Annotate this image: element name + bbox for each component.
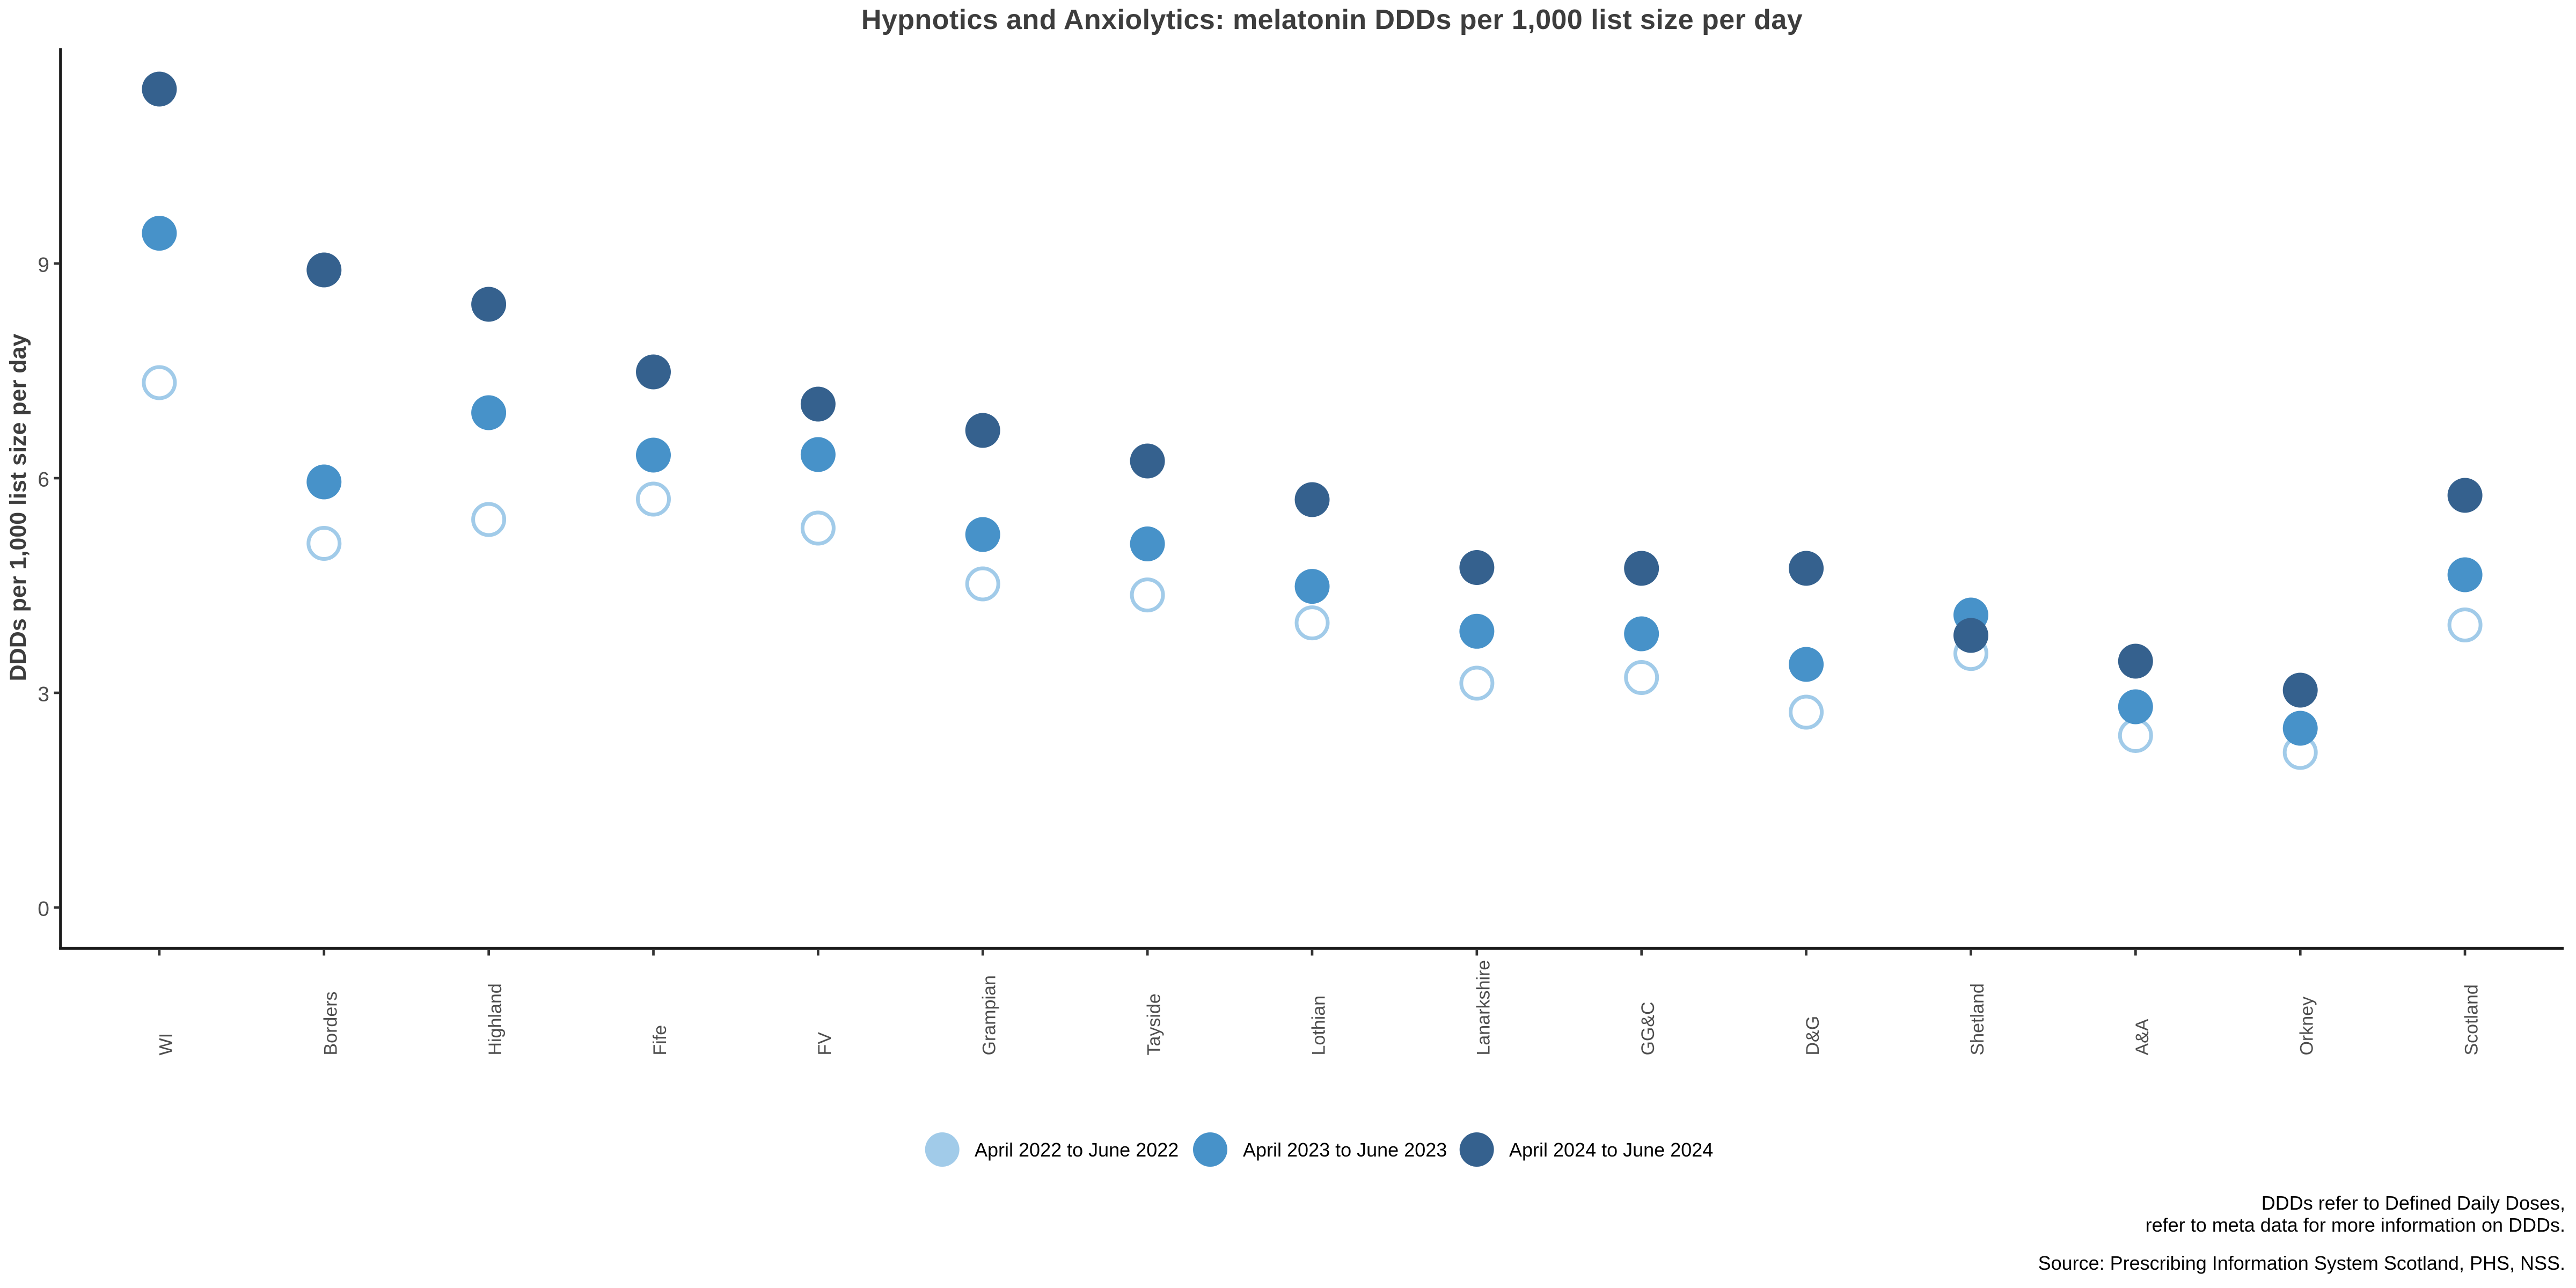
svg-text:A&A: A&A — [2132, 1019, 2153, 1055]
svg-text:Fife: Fife — [650, 1025, 670, 1056]
svg-text:6: 6 — [38, 469, 49, 492]
svg-text:Lothian: Lothian — [1309, 996, 1329, 1056]
svg-text:GG&C: GG&C — [1638, 1001, 1658, 1055]
svg-text:WI: WI — [156, 1033, 176, 1056]
svg-text:Tayside: Tayside — [1144, 993, 1165, 1055]
svg-text:Hypnotics and Anxiolytics: mel: Hypnotics and Anxiolytics: melatonin DDD… — [861, 4, 1803, 35]
svg-text:April 2023 to June 2023: April 2023 to June 2023 — [1243, 1139, 1447, 1161]
svg-text:Lanarkshire: Lanarkshire — [1473, 960, 1494, 1056]
svg-text:D&G: D&G — [1803, 1016, 1823, 1056]
svg-text:Grampian: Grampian — [979, 975, 1000, 1055]
svg-text:Orkney: Orkney — [2297, 997, 2317, 1056]
svg-text:Shetland: Shetland — [1967, 983, 1988, 1055]
svg-text:FV: FV — [815, 1032, 835, 1056]
svg-text:DDDs per 1,000 list size per d: DDDs per 1,000 list size per day — [5, 334, 31, 682]
svg-text:0: 0 — [38, 898, 49, 921]
svg-text:April 2022 to June 2022: April 2022 to June 2022 — [975, 1139, 1179, 1161]
svg-text:3: 3 — [38, 683, 49, 706]
svg-text:refer to meta data for more in: refer to meta data for more information … — [2146, 1214, 2565, 1236]
svg-text:DDDs refer to Defined Daily Do: DDDs refer to Defined Daily Doses, — [2262, 1192, 2565, 1214]
svg-text:Highland: Highland — [485, 983, 506, 1055]
svg-text:9: 9 — [38, 254, 49, 277]
svg-text:Scotland: Scotland — [2462, 984, 2482, 1055]
svg-text:Borders: Borders — [320, 991, 341, 1055]
svg-text:April 2024 to June 2024: April 2024 to June 2024 — [1509, 1139, 1713, 1161]
svg-text:Source: Prescribing Informatio: Source: Prescribing Information System S… — [2038, 1252, 2565, 1274]
